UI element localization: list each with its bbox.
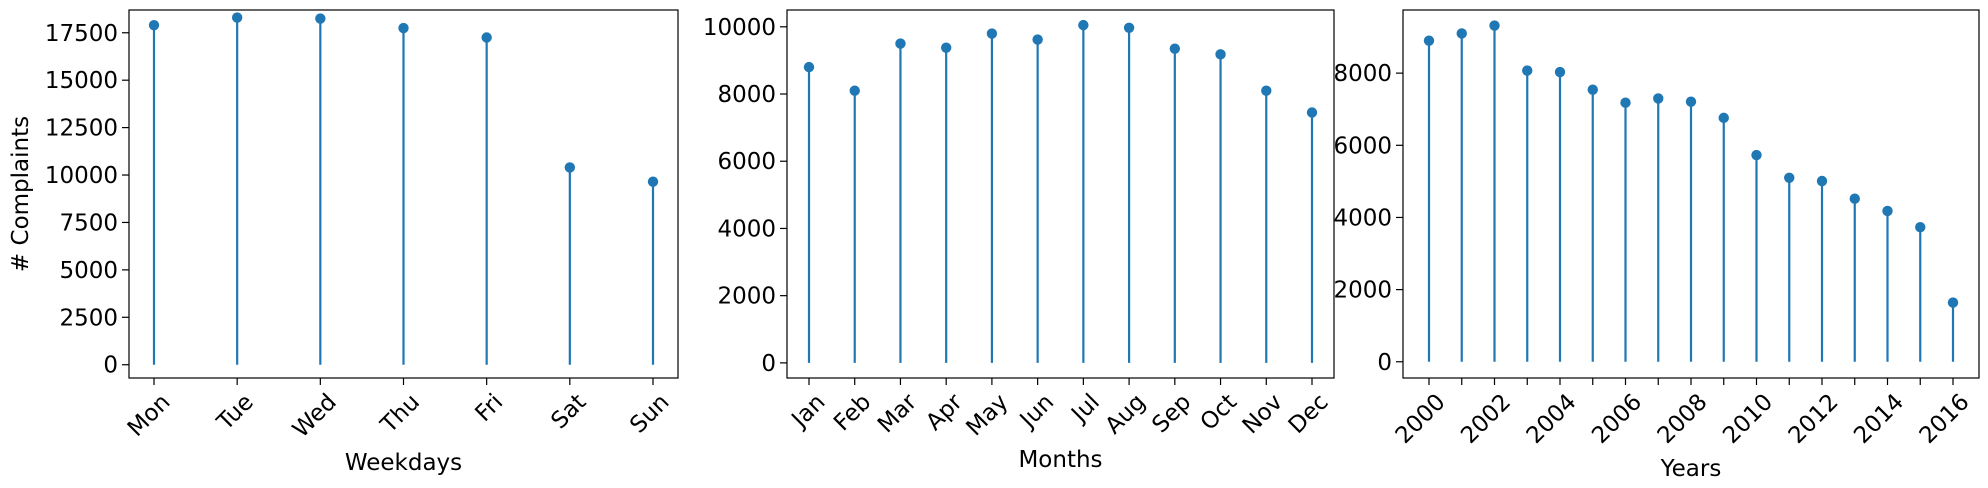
x-tick-label: Nov [1238,389,1288,439]
stem-marker [1882,205,1893,217]
x-tick-label: Tue [212,389,259,436]
x-tick-label: 2014 [1849,389,1909,449]
x-tick-label: 2000 [1391,389,1451,449]
y-tick-label: 5000 [59,258,118,284]
stem-marker [1215,49,1226,60]
stem-marker [1522,65,1533,76]
y-tick-label: 4000 [717,216,776,242]
stem-marker [481,32,492,43]
y-tick-label: 6000 [717,149,776,175]
x-axis-label: Months [1018,447,1102,473]
stem-marker [1306,107,1318,118]
y-tick-label: 6000 [1333,133,1392,159]
stem-marker [1751,149,1762,161]
x-tick-label: Mar [873,389,922,438]
x-tick-label: 2012 [1784,389,1844,449]
stem-marker [940,42,952,53]
y-tick-label: 0 [761,351,776,377]
x-tick-label: May [961,389,1013,441]
stem-marker [849,85,860,96]
chart-1: 0 2500 5000 7500 10000 12500 15000 17500 Mon Tue W… [8,9,679,476]
stem-marker [1653,93,1664,104]
stem-marker [1423,35,1435,46]
stem-marker [1849,193,1860,204]
x-tick-label: 2010 [1718,389,1778,449]
stem-marker [1718,112,1729,124]
stem-marker [1784,172,1795,183]
stem-marker [986,28,998,39]
stem-marker [1587,84,1598,95]
y-tick-label: 10000 [45,163,118,189]
stem-marker [1169,43,1181,54]
y-tick-label: 0 [1377,350,1392,376]
x-tick-label: Sun [625,389,674,438]
x-tick-label: Jul [1065,389,1104,428]
stem-marker [1123,22,1135,34]
x-tick-label: 2002 [1456,389,1516,449]
x-tick-label: Wed [288,389,342,443]
x-tick-label: Feb [829,389,876,436]
y-axis-label: # Complaints [8,116,34,272]
stem-marker [895,38,906,49]
x-tick-label: Apr [921,389,968,436]
stem-marker [1685,96,1697,107]
x-tick-label: Sep [1147,389,1196,438]
stem-marker [398,22,409,34]
stem-marker [1078,19,1089,31]
x-axis-label: Weekdays [345,450,462,476]
x-tick-label: Mon [123,389,176,442]
x-tick-label: 2016 [1915,389,1975,449]
y-tick-label: 2500 [59,305,118,331]
x-tick-label: Jan [786,389,831,434]
y-tick-label: 8000 [717,82,776,108]
y-tick-label: 8000 [1333,61,1392,87]
x-tick-label: 2008 [1653,389,1713,449]
stem-marker [1032,34,1043,45]
y-tick-label: 10000 [703,15,776,41]
x-tick-label: Fri [470,389,508,427]
stem-marker [1915,221,1926,233]
stem-marker [1489,20,1500,31]
stem-marker [1554,66,1566,78]
stem-marker [803,61,815,73]
stem-marker [1261,85,1272,96]
stem-marker [231,12,243,23]
y-tick-label: 0 [103,353,118,379]
y-tick-label: 12500 [45,116,118,142]
stem-marker [1456,28,1467,39]
stem-marker [647,176,659,187]
x-tick-label: 2006 [1587,389,1647,449]
x-tick-label: Jun [1014,389,1059,434]
y-tick-label: 2000 [1333,278,1392,304]
y-tick-label: 17500 [45,21,118,47]
y-tick-label: 7500 [59,210,118,236]
x-tick-label: Oct [1196,389,1243,436]
x-tick-label: Sat [546,389,591,434]
stem-marker [1947,297,1959,308]
stem-marker [148,19,160,31]
stem-marker [564,162,576,173]
y-tick-label: 2000 [717,284,776,310]
x-tick-label: Thu [375,389,425,439]
stem-marker [315,13,326,24]
x-axis-label: Years [1660,456,1722,482]
x-tick-label: 2004 [1522,389,1582,449]
x-tick-label: Aug [1100,389,1150,439]
plot-frame [786,9,1335,379]
stem-marker [1620,97,1631,108]
y-tick-label: 15000 [45,68,118,94]
stem-marker [1816,175,1828,187]
x-tick-label: Dec [1284,389,1334,439]
y-tick-label: 4000 [1333,205,1392,231]
